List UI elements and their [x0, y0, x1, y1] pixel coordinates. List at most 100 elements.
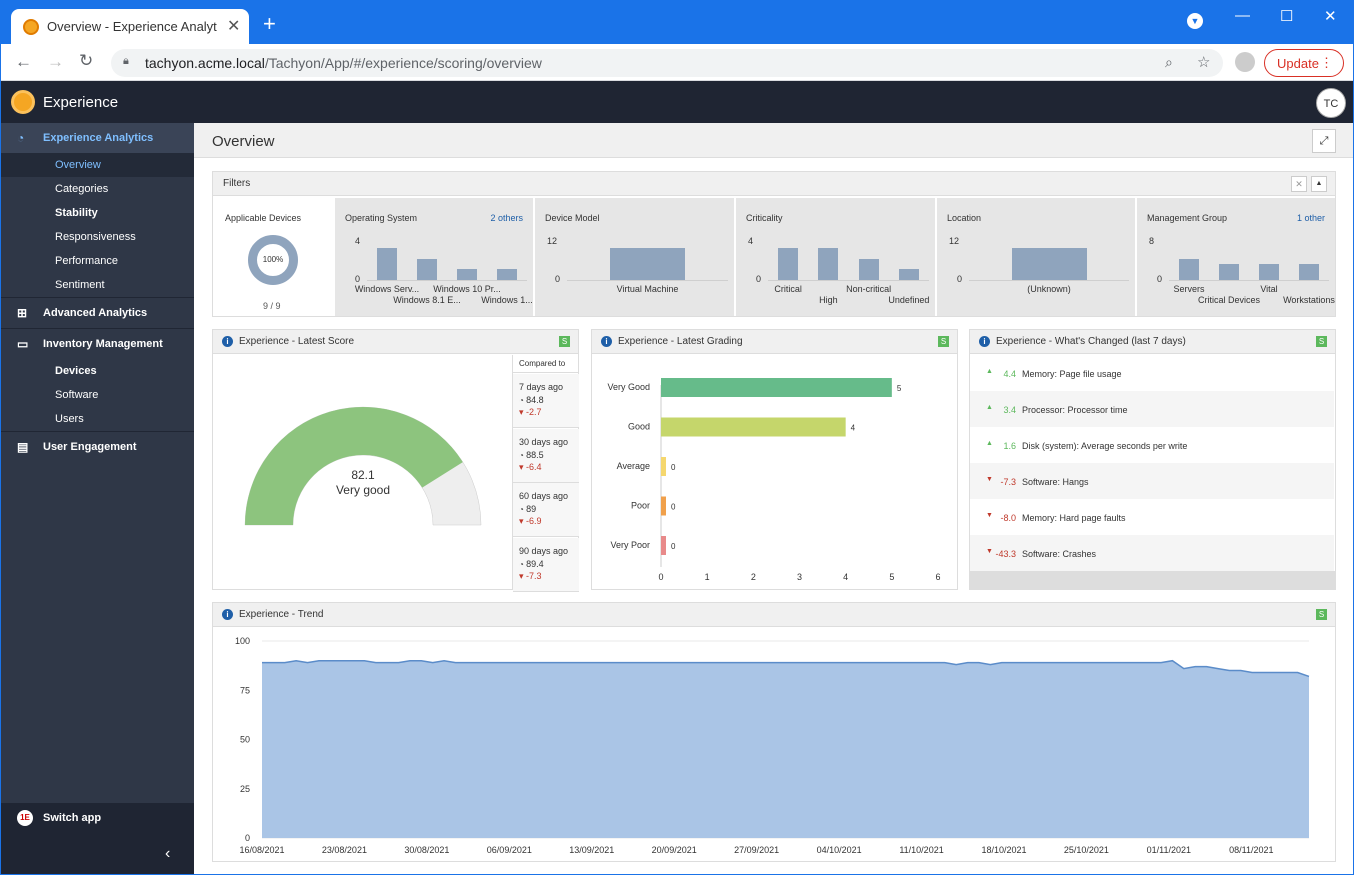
y-tick-label: 100 [235, 636, 250, 646]
filter-bar[interactable] [377, 247, 397, 280]
list-item[interactable]: ▲ 3.4 Processor: Processor time [970, 391, 1334, 427]
address-bar-row: ← → ↻ 🔒︎ tachyon.acme.local/Tachyon/App/… [1, 44, 1353, 81]
sidebar-item-software[interactable]: Software [55, 389, 99, 401]
comparison-item: 30 days ago ◔ 88.5 ▾ -6.4 [513, 428, 579, 483]
filter-bar[interactable] [417, 258, 437, 280]
info-icon[interactable]: i [601, 336, 612, 347]
back-icon[interactable]: ← [15, 52, 32, 71]
info-icon[interactable]: i [222, 609, 233, 620]
sidebar-item-responsiveness[interactable]: Responsiveness [55, 231, 136, 243]
filter-bar[interactable] [858, 258, 879, 280]
filter-cell[interactable]: Operating System 2 others 4 0 Windows Serv..… [333, 198, 533, 316]
filter-cell[interactable]: Location 12 0 (Unknown) [935, 198, 1135, 316]
reload-icon[interactable]: ↻ [79, 51, 94, 70]
grading-bar[interactable] [661, 457, 666, 476]
filter-bar[interactable] [610, 247, 685, 280]
filter-bar[interactable] [457, 269, 477, 280]
sidebar-item-experience-analytics[interactable]: ◔ Experience Analytics [1, 123, 194, 153]
filter-cell[interactable]: Management Group 1 other 8 0 Servers Critical… [1135, 198, 1335, 316]
y-tick-label: 75 [240, 685, 250, 695]
sidebar-item-stability[interactable]: Stability [55, 207, 98, 219]
x-tick-label: 20/09/2021 [652, 845, 697, 855]
comparison-delta-text: -2.7 [526, 407, 542, 417]
list-item[interactable]: ▼ -7.3 Software: Hangs [970, 463, 1334, 499]
x-tick-label: 16/08/2021 [239, 845, 284, 855]
close-window-icon[interactable]: ✕ [1324, 8, 1337, 25]
gauge-fill [245, 406, 463, 525]
sidebar-item-user-engagement[interactable]: ▤ User Engagement [1, 432, 194, 462]
x-tick-label: 30/08/2021 [404, 845, 449, 855]
bar-value-label: 0 [671, 503, 676, 512]
filter-cell[interactable]: Device Model 12 0 Virtual Machine [533, 198, 734, 316]
zoom-icon[interactable]: ⌕ [1165, 54, 1173, 70]
filter-bar[interactable] [778, 247, 799, 280]
filter-bar[interactable] [1179, 258, 1199, 280]
list-item[interactable]: ▼ -43.3 Software: Crashes [970, 535, 1334, 571]
filter-others-link[interactable]: 2 others [490, 213, 523, 223]
maximize-icon[interactable]: ☐ [1280, 8, 1294, 25]
forward-icon[interactable]: → [47, 52, 64, 71]
url-bar[interactable]: 🔒︎ tachyon.acme.local/Tachyon/App/#/expe… [111, 49, 1223, 77]
list-item[interactable]: ▲ 4.4 Memory: Page file usage [970, 355, 1334, 391]
collapse-sidebar-icon[interactable]: ‹ [165, 845, 171, 862]
minimize-icon[interactable]: — [1235, 7, 1250, 24]
new-tab-button[interactable]: + [263, 11, 276, 36]
filter-axis-max: 4 [748, 236, 754, 246]
x-tick-label: 6 [935, 572, 940, 582]
url-host: tachyon.acme.local [145, 55, 265, 71]
filter-cell[interactable]: Criticality 4 0 Critical High Non-critical Und… [734, 198, 935, 316]
filter-bar[interactable] [497, 269, 517, 280]
latest-score-panel: i Experience - Latest Score S 82.1 Very go… [212, 329, 579, 592]
filter-bar[interactable] [1259, 263, 1279, 280]
user-avatar[interactable]: TC [1316, 88, 1346, 118]
filter-axis-max: 8 [1149, 236, 1155, 246]
grading-bar[interactable] [661, 536, 666, 555]
sidebar-item-categories[interactable]: Categories [55, 183, 109, 195]
grading-chart: 0 1 2 3 4 5 6 Very Good 5 Good 4 Average 0 Poor 0 Very … [607, 378, 941, 582]
list-item[interactable]: ▼ -8.0 Memory: Hard page faults [970, 499, 1334, 535]
grading-bar[interactable] [661, 378, 892, 397]
list-item[interactable]: ▲ 1.6 Disk (system): Average seconds per w… [970, 427, 1334, 463]
filter-category-label: Windows 10 Pr... [433, 284, 501, 294]
grading-bar[interactable] [661, 417, 846, 437]
sidebar-item-performance[interactable]: Performance [55, 255, 118, 267]
grading-bar[interactable] [661, 496, 666, 516]
filter-bar[interactable] [1299, 263, 1319, 280]
filter-bar[interactable] [818, 247, 839, 280]
comparison-value: ◔ 88.5 [519, 450, 544, 460]
sidebar-item-label: User Engagement [43, 441, 137, 453]
filter-others-link[interactable]: 1 other [1296, 213, 1325, 223]
comparison-delta-text: -7.3 [526, 570, 542, 581]
filter-bar[interactable] [898, 269, 919, 280]
applicable-devices-cell[interactable]: Applicable Devices 100% 9 / 9 [213, 198, 333, 316]
profile-dropdown-icon[interactable]: ▼ [1187, 13, 1203, 29]
comparison-period: 7 days ago [519, 382, 564, 392]
info-icon[interactable]: i [222, 336, 233, 347]
update-button[interactable]: Update ⋮ [1264, 49, 1344, 77]
close-tab-icon[interactable]: ✕ [227, 18, 241, 35]
fullscreen-button[interactable]: ⤢ [1312, 129, 1336, 153]
filter-category-label: Windows Serv... [354, 284, 420, 294]
account-icon[interactable] [1235, 52, 1255, 72]
clear-filters-icon[interactable]: ✕ [1291, 176, 1307, 192]
filter-baseline [567, 280, 728, 281]
switch-app-button[interactable]: 1E Switch app [1, 803, 194, 833]
filter-bar[interactable] [1219, 263, 1239, 280]
comparison-period: 30 days ago [519, 436, 569, 447]
sidebar-item-inventory-management[interactable]: ▭ Inventory Management [1, 329, 194, 359]
x-tick-label: 27/09/2021 [734, 845, 779, 855]
sidebar-item-overview[interactable]: Overview [1, 153, 194, 177]
bookmark-star-icon[interactable]: ☆ [1197, 54, 1211, 71]
browser-tab[interactable]: Overview - Experience Analytics - ✕ [11, 9, 249, 44]
sidebar-item-devices[interactable]: Devices [55, 365, 97, 377]
filter-bar[interactable] [1011, 247, 1087, 280]
sidebar-item-advanced-analytics[interactable]: ⊞ Advanced Analytics [1, 298, 194, 328]
sidebar-item-sentiment[interactable]: Sentiment [55, 279, 105, 291]
info-icon[interactable]: i [979, 336, 990, 347]
change-label: Software: Crashes [1022, 549, 1097, 559]
collapse-filters-icon[interactable]: ▲ [1311, 176, 1327, 192]
sidebar-item-users[interactable]: Users [55, 413, 84, 425]
filter-axis-zero: 0 [756, 274, 762, 284]
x-tick-label: 5 [889, 572, 894, 582]
